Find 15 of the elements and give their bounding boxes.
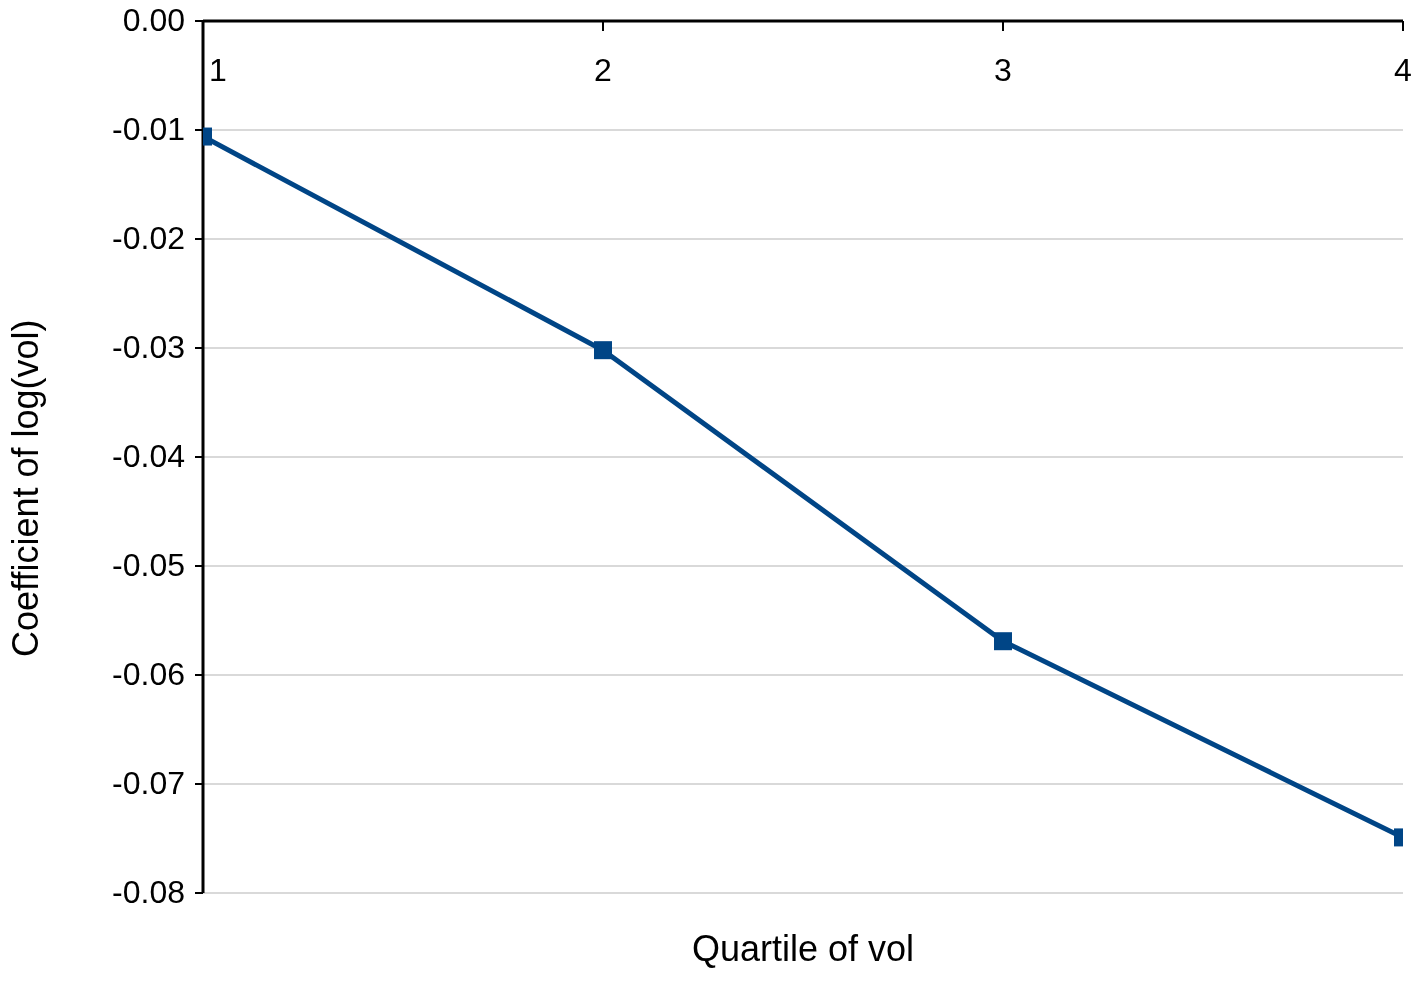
- x-axis-title: Quartile of vol: [690, 928, 916, 970]
- y-tick-label: -0.01: [112, 111, 185, 147]
- x-tick-label: 2: [594, 52, 612, 88]
- y-tick-label: -0.03: [112, 329, 185, 365]
- y-tick-label: -0.02: [112, 220, 185, 256]
- y-tick-label: -0.06: [112, 656, 185, 692]
- y-tick-label: -0.08: [112, 874, 185, 910]
- x-tick-label: 1: [209, 52, 227, 88]
- x-tick-label: 4: [1394, 52, 1412, 88]
- y-tick-label: -0.07: [112, 765, 185, 801]
- y-tick-label: -0.05: [112, 547, 185, 583]
- x-tick-label: 3: [994, 52, 1012, 88]
- y-tick-label: -0.04: [112, 438, 185, 474]
- y-axis-title: Coefficient of log(vol): [4, 319, 46, 657]
- y-tick-label: 0.00: [122, 2, 185, 38]
